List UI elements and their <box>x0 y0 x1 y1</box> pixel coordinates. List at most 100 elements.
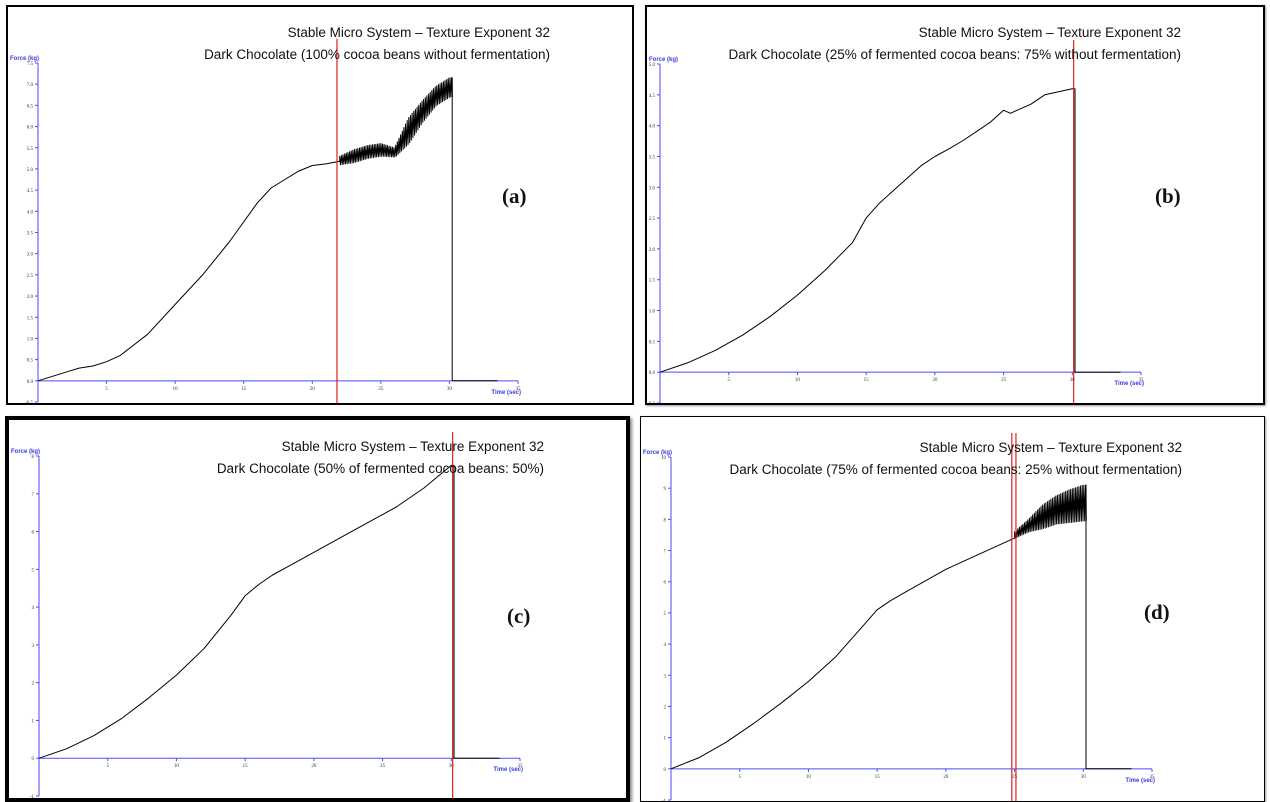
chart-plot-c: -1 0 1 2 3 4 5 6 7 8 5 10 15 20 25 30 35 Force (kg) Time (… <box>11 432 524 798</box>
x-tick-label-a-5: 30 <box>447 387 453 392</box>
y-tick-label-c-4: 3 <box>32 644 35 649</box>
x-tick-label-c-5: 30 <box>449 764 455 769</box>
y-tick-label-d-11: 10 <box>661 456 667 461</box>
chart-plot-a: -0.5 0.0 0.5 1.0 1.5 2.0 2.5 3.0 3.5 4.0 4.5 5.0 5.5… <box>10 39 521 403</box>
y-tick-label-a-14: 6.5 <box>27 104 34 109</box>
y-tick-label-a-0: -0.5 <box>25 401 33 403</box>
panel-label-a: (a) <box>502 184 527 208</box>
chart-title-b: Stable Micro System – Texture Exponent 3… <box>918 25 1181 40</box>
x-tick-label-b-5: 30 <box>1070 378 1076 383</box>
y-tick-label-a-2: 0.5 <box>27 359 34 364</box>
x-tick-label-a-1: 10 <box>173 387 179 392</box>
x-tick-label-a-4: 25 <box>378 387 384 392</box>
y-axis-title-d: Force (kg) <box>643 450 672 456</box>
panel-label-d: (d) <box>1144 600 1170 624</box>
panel-label-b: (b) <box>1155 184 1181 208</box>
chart-panel-d: -1 0 1 2 3 4 5 6 7 8 9 10 5 10 15 20 25 30 35 Force (kg) Tim… <box>640 416 1265 802</box>
y-tick-label-b-6: 2.5 <box>649 217 656 222</box>
y-tick-label-c-0: -1 <box>30 795 35 798</box>
x-tick-label-b-2: 15 <box>864 378 870 383</box>
x-tick-label-c-6: 35 <box>518 764 524 769</box>
chart-title-c: Stable Micro System – Texture Exponent 3… <box>281 439 544 454</box>
chart-subtitle-b: Dark Chocolate (25% of fermented cocoa b… <box>728 47 1182 62</box>
chart-panel-c: -1 0 1 2 3 4 5 6 7 8 5 10 15 20 25 30 35 Force (kg) Time (… <box>5 416 630 802</box>
y-tick-label-a-11: 5.0 <box>27 168 34 173</box>
x-tick-label-c-4: 25 <box>380 764 386 769</box>
x-tick-label-d-1: 10 <box>806 775 812 780</box>
y-tick-label-c-7: 6 <box>32 531 35 536</box>
x-tick-label-d-4: 25 <box>1012 775 1018 780</box>
y-tick-label-a-8: 3.5 <box>27 232 34 237</box>
y-tick-label-b-10: 4.5 <box>649 94 656 99</box>
y-tick-label-c-5: 4 <box>32 606 35 611</box>
y-tick-label-d-5: 4 <box>664 643 667 648</box>
y-axis-title-a: Force (kg) <box>10 56 39 62</box>
y-tick-label-c-6: 5 <box>32 568 35 573</box>
chart-panel-a: -0.5 0.0 0.5 1.0 1.5 2.0 2.5 3.0 3.5 4.0 4.5 5.0 5.5… <box>6 5 634 405</box>
y-tick-label-a-5: 2.0 <box>27 295 34 300</box>
y-tick-label-a-15: 7.0 <box>27 83 34 88</box>
x-tick-label-c-2: 15 <box>243 764 249 769</box>
x-axis-title-d: Time (sec) <box>1125 778 1155 784</box>
x-tick-label-d-6: 35 <box>1150 775 1156 780</box>
x-tick-label-c-0: 5 <box>106 764 109 769</box>
x-axis-title-a: Time (sec) <box>491 390 521 396</box>
chart-plot-b: -0.5 0.0 0.5 1.0 1.5 2.0 2.5 3.0 3.5 4.0 4.5 5.0 5 10… <box>647 40 1145 403</box>
y-tick-label-d-3: 2 <box>664 705 667 710</box>
x-tick-label-b-0: 5 <box>727 378 730 383</box>
y-tick-label-b-4: 1.5 <box>649 279 656 284</box>
y-axis-title-c: Force (kg) <box>11 449 40 455</box>
y-tick-label-c-3: 2 <box>32 682 35 687</box>
y-tick-label-c-8: 7 <box>32 493 35 498</box>
y-tick-label-b-9: 4.0 <box>649 125 656 130</box>
y-tick-label-a-4: 1.5 <box>27 316 34 321</box>
chart-header-d: Stable Micro System – Texture Exponent 3… <box>730 437 1183 481</box>
x-tick-label-b-4: 25 <box>1001 378 1007 383</box>
x-tick-label-a-3: 20 <box>310 387 316 392</box>
y-tick-label-d-6: 5 <box>664 612 667 617</box>
y-tick-label-b-8: 3.5 <box>649 155 656 160</box>
y-tick-label-d-8: 7 <box>664 550 667 555</box>
y-tick-label-a-1: 0.0 <box>27 380 34 385</box>
y-tick-label-a-12: 5.5 <box>27 147 34 152</box>
y-tick-label-b-0: -0.5 <box>647 402 655 403</box>
y-tick-label-b-2: 0.5 <box>649 340 656 345</box>
y-tick-label-d-4: 3 <box>664 674 667 679</box>
y-tick-label-d-0: -1 <box>662 799 667 801</box>
y-tick-label-a-6: 2.5 <box>27 274 34 279</box>
y-tick-label-b-1: 0.0 <box>649 371 656 376</box>
x-tick-label-d-2: 15 <box>875 775 881 780</box>
force-trace-a <box>37 77 498 382</box>
y-tick-label-a-7: 3.0 <box>27 253 34 258</box>
x-tick-label-c-3: 20 <box>311 764 317 769</box>
x-tick-label-d-0: 5 <box>738 775 741 780</box>
y-tick-label-b-11: 5.0 <box>649 63 656 68</box>
x-axis-title-c: Time (sec) <box>493 767 523 773</box>
chart-header-b: Stable Micro System – Texture Exponent 3… <box>729 22 1182 66</box>
y-tick-label-d-7: 6 <box>664 581 667 586</box>
panel-label-c: (c) <box>507 604 531 628</box>
x-tick-label-d-5: 30 <box>1081 775 1087 780</box>
y-tick-label-c-2: 1 <box>32 719 35 724</box>
y-tick-label-d-10: 9 <box>664 487 667 492</box>
chart-header-c: Stable Micro System – Texture Exponent 3… <box>217 436 544 480</box>
force-trace-c <box>38 464 500 759</box>
chart-panel-b: -0.5 0.0 0.5 1.0 1.5 2.0 2.5 3.0 3.5 4.0 4.5 5.0 5 10… <box>645 5 1265 405</box>
force-trace-b <box>659 88 1121 373</box>
y-tick-label-c-9: 8 <box>32 455 35 460</box>
y-tick-label-b-3: 1.0 <box>649 310 656 315</box>
chart-subtitle-d: Dark Chocolate (75% of fermented cocoa b… <box>729 462 1183 477</box>
y-tick-label-d-2: 1 <box>664 737 667 742</box>
x-tick-label-c-1: 10 <box>174 764 180 769</box>
force-trace-d <box>670 484 1132 770</box>
y-tick-label-a-13: 6.0 <box>27 126 34 131</box>
y-tick-label-a-9: 4.0 <box>27 210 34 215</box>
y-tick-label-b-7: 3.0 <box>649 186 656 191</box>
chart-header-a: Stable Micro System – Texture Exponent 3… <box>204 22 550 66</box>
chart-subtitle-c: Dark Chocolate (50% of fermented cocoa b… <box>216 461 544 476</box>
y-tick-label-a-16: 7.5 <box>27 62 34 67</box>
x-tick-label-b-6: 35 <box>1139 378 1145 383</box>
y-tick-label-b-5: 2.0 <box>649 248 656 253</box>
x-tick-label-b-3: 20 <box>932 378 938 383</box>
chart-title-a: Stable Micro System – Texture Exponent 3… <box>287 25 550 40</box>
